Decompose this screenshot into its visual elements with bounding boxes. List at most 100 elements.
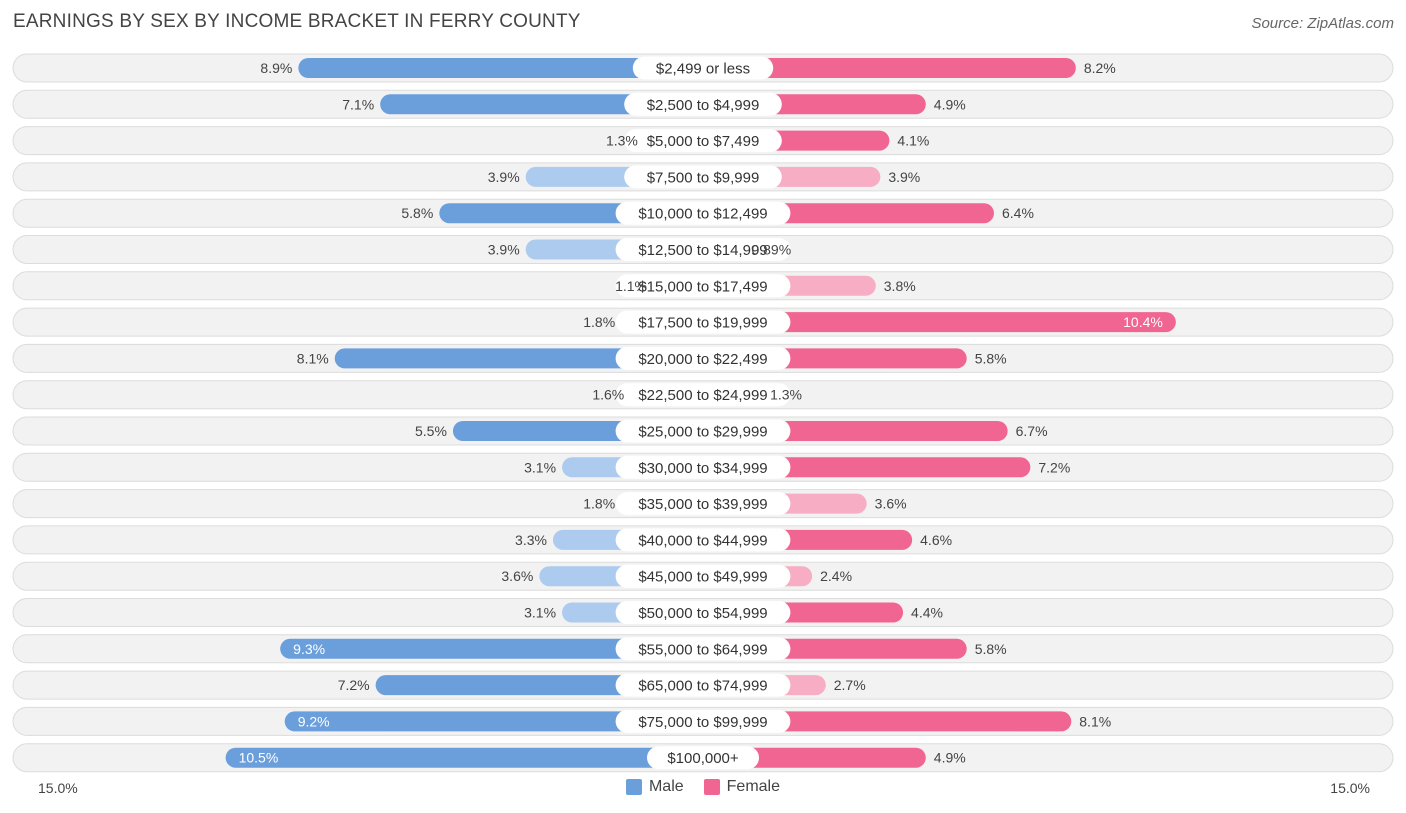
category-label: $20,000 to $22,499: [638, 351, 767, 368]
value-label-female: 4.4%: [911, 605, 943, 621]
category-label: $2,499 or less: [656, 61, 750, 78]
category-label: $65,000 to $74,999: [638, 678, 767, 695]
category-label: $100,000+: [667, 750, 739, 767]
value-label-male: 9.3%: [293, 641, 325, 657]
bar-male: [225, 747, 703, 768]
category-pill: [615, 492, 791, 516]
value-label-male: 10.5%: [239, 750, 279, 766]
category-label: $30,000 to $34,999: [638, 460, 767, 477]
bar-female: [703, 58, 1076, 78]
value-label-male: 3.1%: [524, 459, 556, 475]
value-label-male: 7.2%: [338, 677, 370, 693]
value-label-male: 1.1%: [615, 278, 647, 294]
category-pill: [615, 201, 791, 225]
category-pill: [615, 346, 791, 370]
bar-female: [703, 711, 1072, 732]
legend-item-male[interactable]: Male: [625, 778, 684, 796]
value-label-male: 8.1%: [297, 350, 329, 366]
value-label-female: 4.9%: [934, 96, 966, 112]
category-pill: [615, 673, 791, 697]
category-label: $50,000 to $54,999: [638, 605, 767, 622]
bar-male: [280, 638, 703, 659]
category-pill: [615, 601, 791, 624]
category-label: $22,500 to $24,999: [638, 387, 767, 404]
value-label-female: 3.6%: [875, 496, 907, 512]
legend-swatch-female: [703, 779, 720, 795]
category-pill: [615, 419, 791, 443]
category-pill: [632, 56, 774, 80]
category-pill: [624, 165, 782, 189]
category-label: $10,000 to $12,499: [638, 206, 767, 223]
value-label-female: 4.6%: [920, 532, 952, 548]
value-label-female: 4.1%: [897, 133, 929, 149]
value-label-female: 1.3%: [770, 387, 802, 403]
category-pill: [624, 92, 782, 116]
bar-male: [284, 711, 703, 732]
category-pill: [615, 383, 791, 407]
category-label: $40,000 to $44,999: [638, 532, 767, 549]
category-label: $2,500 to $4,999: [647, 97, 760, 114]
source-credit: Source: ZipAtlas.com: [1251, 15, 1394, 32]
value-label-male: 1.6%: [592, 387, 624, 403]
category-pill: [615, 238, 791, 261]
category-pill: [615, 709, 791, 733]
value-label-male: 8.9%: [260, 60, 292, 76]
category-pill: [615, 274, 791, 298]
category-pill: [615, 528, 791, 552]
chart-title: EARNINGS BY SEX BY INCOME BRACKET IN FER…: [13, 11, 581, 32]
value-label-female: 5.8%: [975, 350, 1007, 366]
legend-label-male: Male: [648, 778, 684, 795]
value-label-female: 2.7%: [834, 677, 866, 693]
value-label-female: 0.89%: [751, 242, 791, 258]
category-label: $25,000 to $29,999: [638, 424, 767, 441]
category-label: $75,000 to $99,999: [638, 714, 767, 731]
bar-male: [334, 348, 703, 369]
value-label-male: 7.1%: [342, 96, 374, 112]
legend: Male Female: [0, 778, 1406, 796]
legend-label-female: Female: [726, 778, 781, 795]
value-label-female: 7.2%: [1038, 459, 1070, 475]
value-label-male: 9.2%: [298, 713, 330, 729]
value-label-female: 5.8%: [975, 641, 1007, 657]
category-label: $17,500 to $19,999: [638, 315, 767, 332]
value-label-female: 4.9%: [934, 750, 966, 766]
value-label-female: 3.8%: [884, 278, 916, 294]
value-label-male: 3.9%: [488, 242, 520, 258]
category-label: $12,500 to $14,999: [638, 242, 767, 259]
value-label-male: 3.3%: [515, 532, 547, 548]
value-label-female: 8.1%: [1079, 713, 1111, 729]
category-label: $15,000 to $17,499: [638, 278, 767, 295]
category-pill: [615, 310, 791, 334]
category-label: $5,000 to $7,499: [647, 133, 760, 150]
value-label-female: 8.2%: [1084, 60, 1116, 76]
value-label-female: 6.7%: [1016, 423, 1048, 439]
category-pill: [615, 564, 791, 588]
value-label-female: 10.4%: [1123, 314, 1163, 330]
value-label-male: 3.1%: [524, 605, 556, 621]
bar-female: [703, 312, 1176, 333]
bar-female: [703, 747, 926, 768]
legend-item-female[interactable]: Female: [703, 778, 781, 796]
bar-male: [380, 94, 703, 115]
category-pill: [615, 637, 791, 661]
category-label: $7,500 to $9,999: [647, 169, 760, 186]
category-label: $55,000 to $64,999: [638, 641, 767, 658]
value-label-male: 1.8%: [583, 496, 615, 512]
value-label-female: 2.4%: [820, 568, 852, 584]
value-label-male: 3.9%: [488, 169, 520, 185]
value-label-male: 1.8%: [583, 314, 615, 330]
value-label-male: 3.6%: [501, 568, 533, 584]
category-label: $45,000 to $49,999: [638, 569, 767, 586]
axis-left-label: 15.0%: [38, 780, 78, 796]
category-label: $35,000 to $39,999: [638, 496, 767, 513]
value-label-male: 5.5%: [415, 423, 447, 439]
value-label-female: 3.9%: [888, 169, 920, 185]
value-label-male: 1.3%: [606, 133, 638, 149]
value-label-male: 5.8%: [401, 205, 433, 221]
value-label-female: 6.4%: [1002, 205, 1034, 221]
bar-male: [298, 58, 703, 78]
axis-right-label: 15.0%: [1330, 780, 1370, 796]
category-pill: [615, 455, 791, 479]
legend-swatch-male: [625, 779, 642, 795]
